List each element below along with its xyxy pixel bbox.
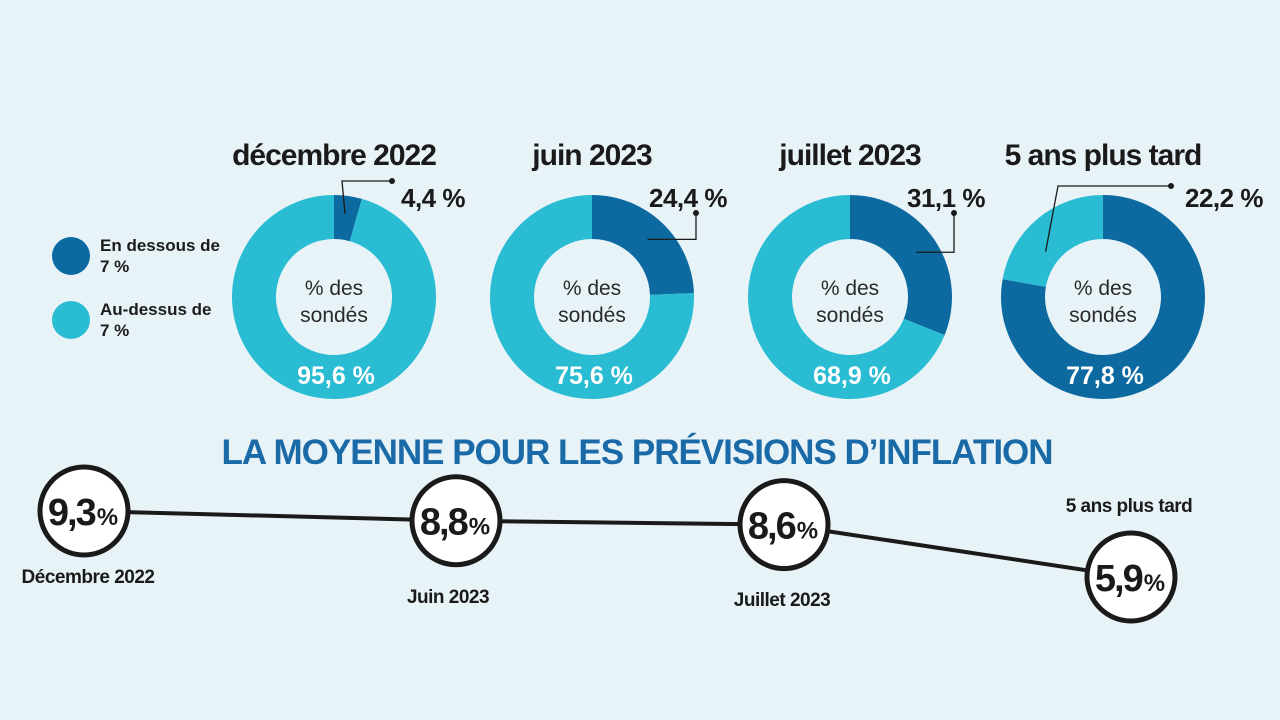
donut-slice-above bbox=[231, 195, 436, 399]
legend-swatch-below bbox=[52, 237, 90, 275]
data-point-value: 5,9% bbox=[1095, 558, 1165, 600]
donut-title: 5 ans plus tard bbox=[1005, 139, 1202, 172]
category-label: 5 ans plus tard bbox=[1066, 496, 1193, 517]
donut-title: juin 2023 bbox=[531, 139, 652, 172]
callout-line bbox=[1044, 185, 1171, 252]
data-point-circle bbox=[1084, 530, 1178, 624]
legend-label-below: En dessous de 7 % bbox=[100, 236, 220, 276]
donut-value-label-above: 77,8 % bbox=[1066, 362, 1144, 390]
category-label: Juin 2023 bbox=[407, 587, 489, 608]
category-label: Décembre 2022 bbox=[22, 567, 155, 588]
callout-dot bbox=[389, 178, 395, 184]
data-point-value: 8,8% bbox=[420, 502, 490, 544]
donut-value-label-below: 24,4 % bbox=[649, 183, 727, 213]
data-point-value-number: 8,6 bbox=[748, 506, 796, 548]
data-point-value-number: 5,9 bbox=[1095, 558, 1143, 600]
callout-dot bbox=[1168, 183, 1174, 189]
donut-center-label: % des bbox=[821, 277, 879, 300]
donut-value-label-above: 95,6 % bbox=[297, 362, 375, 390]
data-point-value-unit: % bbox=[469, 514, 490, 541]
legend-label-above: Au-dessus de 7 % bbox=[100, 300, 212, 340]
trend-line-segment bbox=[783, 522, 1132, 579]
callout-line bbox=[647, 213, 697, 241]
data-point-circle bbox=[409, 474, 503, 568]
data-point-value-unit: % bbox=[797, 518, 818, 545]
donut-value-label-above: 75,6 % bbox=[555, 362, 633, 390]
callout-dot bbox=[693, 210, 699, 216]
donut-title: décembre 2022 bbox=[232, 139, 436, 172]
donut-slice-above bbox=[1002, 195, 1103, 287]
data-point-value-unit: % bbox=[1144, 570, 1165, 597]
donut-center-label: sondés bbox=[816, 304, 884, 327]
donut-center-label: % des bbox=[305, 277, 363, 300]
donut-slice-above bbox=[490, 195, 694, 399]
data-point-circle bbox=[37, 464, 131, 558]
legend-item-above: Au-dessus de 7 % bbox=[52, 299, 220, 341]
donut-center-label: sondés bbox=[558, 304, 626, 327]
donut-value-label-below: 22,2 % bbox=[1185, 183, 1263, 213]
legend-item-below: En dessous de 7 % bbox=[52, 235, 220, 277]
data-point-value: 9,3% bbox=[48, 492, 118, 534]
data-point-value: 8,6% bbox=[748, 506, 818, 548]
trend-line-segment bbox=[83, 509, 457, 523]
donut-center-label: % des bbox=[1074, 277, 1132, 300]
trend-line-segment bbox=[455, 518, 785, 527]
donut-value-label-above: 68,9 % bbox=[813, 362, 891, 390]
donut-title: juillet 2023 bbox=[778, 139, 921, 172]
data-point-value-number: 9,3 bbox=[48, 492, 96, 534]
donut-slice-below bbox=[334, 195, 362, 242]
callout-line bbox=[916, 213, 955, 253]
donut-center-label: sondés bbox=[1069, 304, 1137, 327]
donut-slice-above bbox=[748, 195, 945, 399]
section-title: LA MOYENNE POUR LES PRÉVISIONS D’INFLATI… bbox=[221, 432, 1052, 472]
donut-slice-below bbox=[592, 195, 694, 295]
category-label: Juillet 2023 bbox=[734, 590, 830, 611]
donut-value-label-below: 4,4 % bbox=[401, 183, 465, 213]
donut-slice-below bbox=[850, 195, 953, 336]
data-point-circle bbox=[737, 478, 831, 572]
data-point-value-number: 8,8 bbox=[420, 502, 468, 544]
data-point-value-unit: % bbox=[97, 504, 118, 531]
callout-line bbox=[341, 180, 392, 214]
donut-slice-below bbox=[1001, 195, 1206, 400]
donut-center-label: sondés bbox=[300, 304, 368, 327]
legend-swatch-above bbox=[52, 301, 90, 339]
callout-dot bbox=[951, 210, 957, 216]
donut-center-label: % des bbox=[563, 277, 621, 300]
donut-value-label-below: 31,1 % bbox=[907, 183, 985, 213]
